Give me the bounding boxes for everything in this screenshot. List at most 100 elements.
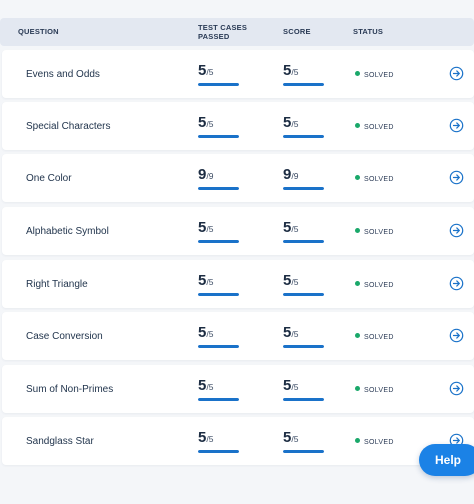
status-badge: SOLVED xyxy=(355,333,394,341)
score-value: 5 xyxy=(283,114,292,131)
header-score: SCORE xyxy=(283,27,311,36)
status-label: SOLVED xyxy=(364,72,394,79)
arrow-right-circle-icon[interactable] xyxy=(449,276,464,291)
status-badge: SOLVED xyxy=(355,386,394,394)
test-cases-passed: 5/5 xyxy=(198,272,240,296)
passed-value: 5 xyxy=(198,272,207,289)
score-progress-bar xyxy=(283,398,324,401)
passed-progress-fill xyxy=(198,398,239,401)
table-row[interactable]: Evens and Odds 5/5 5/5 SOLVED xyxy=(2,50,474,98)
status-badge: SOLVED xyxy=(355,71,394,79)
header-question: QUESTION xyxy=(18,27,59,36)
score-total: /5 xyxy=(291,224,299,234)
score: 5/5 xyxy=(283,324,325,348)
passed-value: 5 xyxy=(198,324,207,341)
score: 9/9 xyxy=(283,166,325,190)
score-value: 5 xyxy=(283,429,292,446)
status-badge: SOLVED xyxy=(355,281,394,289)
table-row[interactable]: One Color 9/9 9/9 SOLVED xyxy=(2,154,474,202)
status-label: SOLVED xyxy=(364,176,394,183)
test-cases-passed: 5/5 xyxy=(198,219,240,243)
help-button[interactable]: Help xyxy=(419,444,474,476)
score-progress-bar xyxy=(283,450,324,453)
status-dot-icon xyxy=(355,71,360,76)
passed-total: /5 xyxy=(206,119,214,129)
score-progress-bar xyxy=(283,293,324,296)
test-cases-passed: 5/5 xyxy=(198,429,240,453)
table-row[interactable]: Special Characters 5/5 5/5 SOLVED xyxy=(2,102,474,150)
status-dot-icon xyxy=(355,438,360,443)
test-cases-passed: 5/5 xyxy=(198,377,240,401)
question-name[interactable]: Evens and Odds xyxy=(26,69,100,80)
passed-total: /5 xyxy=(206,382,214,392)
passed-progress-bar xyxy=(198,187,239,190)
passed-value: 5 xyxy=(198,429,207,446)
question-name[interactable]: Case Conversion xyxy=(26,331,103,342)
passed-value: 5 xyxy=(198,377,207,394)
question-name[interactable]: Sum of Non-Primes xyxy=(26,384,114,395)
status-label: SOLVED xyxy=(364,387,394,394)
passed-progress-fill xyxy=(198,135,239,138)
score-total: /5 xyxy=(291,329,299,339)
question-name[interactable]: One Color xyxy=(26,173,72,184)
score-total: /9 xyxy=(291,171,299,181)
passed-progress-fill xyxy=(198,450,239,453)
passed-progress-bar xyxy=(198,135,239,138)
score-value: 5 xyxy=(283,377,292,394)
status-dot-icon xyxy=(355,228,360,233)
score-progress-bar xyxy=(283,345,324,348)
header-test-cases-line1: TEST CASES xyxy=(198,23,248,32)
score: 5/5 xyxy=(283,377,325,401)
table-header: QUESTION TEST CASES PASSED SCORE STATUS xyxy=(0,18,474,46)
test-cases-passed: 5/5 xyxy=(198,324,240,348)
status-badge: SOLVED xyxy=(355,438,394,446)
question-name[interactable]: Right Triangle xyxy=(26,279,88,290)
score-progress-bar xyxy=(283,240,324,243)
table-row[interactable]: Case Conversion 5/5 5/5 SOLVED xyxy=(2,312,474,360)
score-value: 9 xyxy=(283,166,292,183)
question-name[interactable]: Sandglass Star xyxy=(26,436,94,447)
status-label: SOLVED xyxy=(364,439,394,446)
status-label: SOLVED xyxy=(364,282,394,289)
score-progress-fill xyxy=(283,135,324,138)
score-progress-bar xyxy=(283,187,324,190)
question-name[interactable]: Special Characters xyxy=(26,121,111,132)
arrow-right-circle-icon[interactable] xyxy=(449,223,464,238)
passed-progress-fill xyxy=(198,293,239,296)
score-progress-fill xyxy=(283,398,324,401)
arrow-right-circle-icon[interactable] xyxy=(449,118,464,133)
arrow-right-circle-icon[interactable] xyxy=(449,328,464,343)
test-cases-passed: 5/5 xyxy=(198,114,240,138)
test-cases-passed: 9/9 xyxy=(198,166,240,190)
score: 5/5 xyxy=(283,272,325,296)
question-name[interactable]: Alphabetic Symbol xyxy=(26,226,109,237)
status-badge: SOLVED xyxy=(355,175,394,183)
arrow-right-circle-icon[interactable] xyxy=(449,381,464,396)
passed-progress-fill xyxy=(198,83,239,86)
arrow-right-circle-icon[interactable] xyxy=(449,170,464,185)
score: 5/5 xyxy=(283,219,325,243)
score: 5/5 xyxy=(283,62,325,86)
arrow-right-circle-icon[interactable] xyxy=(449,66,464,81)
table-row[interactable]: Sandglass Star 5/5 5/5 SOLVED xyxy=(2,417,474,465)
score-progress-fill xyxy=(283,450,324,453)
status-label: SOLVED xyxy=(364,334,394,341)
table-row[interactable]: Sum of Non-Primes 5/5 5/5 SOLVED xyxy=(2,365,474,413)
score-value: 5 xyxy=(283,324,292,341)
passed-progress-bar xyxy=(198,450,239,453)
status-dot-icon xyxy=(355,281,360,286)
table-row[interactable]: Alphabetic Symbol 5/5 5/5 SOLVED xyxy=(2,207,474,255)
test-cases-passed: 5/5 xyxy=(198,62,240,86)
score-value: 5 xyxy=(283,219,292,236)
score-value: 5 xyxy=(283,272,292,289)
table-row[interactable]: Right Triangle 5/5 5/5 SOLVED xyxy=(2,260,474,308)
passed-total: /9 xyxy=(206,171,214,181)
status-dot-icon xyxy=(355,333,360,338)
score: 5/5 xyxy=(283,114,325,138)
score-progress-fill xyxy=(283,293,324,296)
passed-total: /5 xyxy=(206,224,214,234)
score-progress-bar xyxy=(283,135,324,138)
score-total: /5 xyxy=(291,382,299,392)
score-total: /5 xyxy=(291,119,299,129)
passed-progress-fill xyxy=(198,345,239,348)
